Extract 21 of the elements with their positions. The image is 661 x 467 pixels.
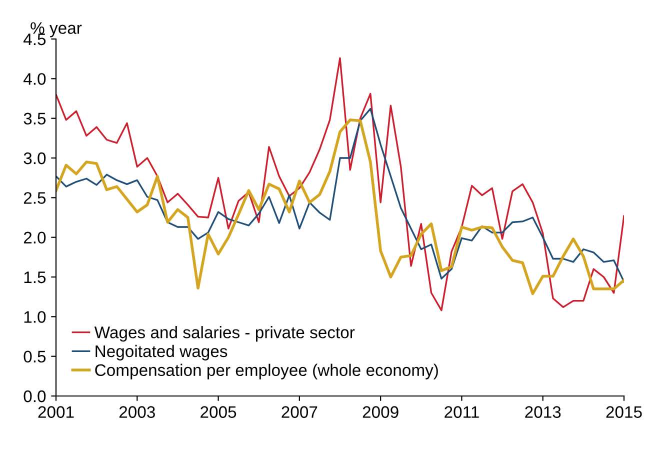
x-tick-label: 2005 [200,406,236,418]
x-tick-label: 2011 [444,406,479,418]
legend-label: Wages and salaries - private sector [94,326,355,342]
y-tick-label: 4.0 [23,73,46,85]
legend-label: Negoitated wages [96,344,228,360]
y-tick-label: 2.0 [24,232,46,244]
x-tick-label: 2003 [119,406,155,418]
y-tick-label: 0.0 [24,390,46,402]
x-tick-label: 2013 [525,406,561,418]
y-tick-label: 3.0 [24,152,46,164]
y-tick-label: 0.5 [24,350,46,363]
line-series [56,57,624,312]
y-tick-label: 2.5 [24,192,46,204]
y-tick-label: 3.5 [24,112,46,125]
x-tick-label: 2009 [362,406,398,418]
y-tick-label: 1.5 [24,272,46,284]
y-tick-label: 1.0 [24,311,46,323]
x-tick-label: 2015 [606,406,642,418]
x-tick-label: 2007 [282,406,318,418]
legend-label: Compensation per employee (whole economy) [95,364,438,380]
x-tick-label: 2001 [38,406,74,418]
